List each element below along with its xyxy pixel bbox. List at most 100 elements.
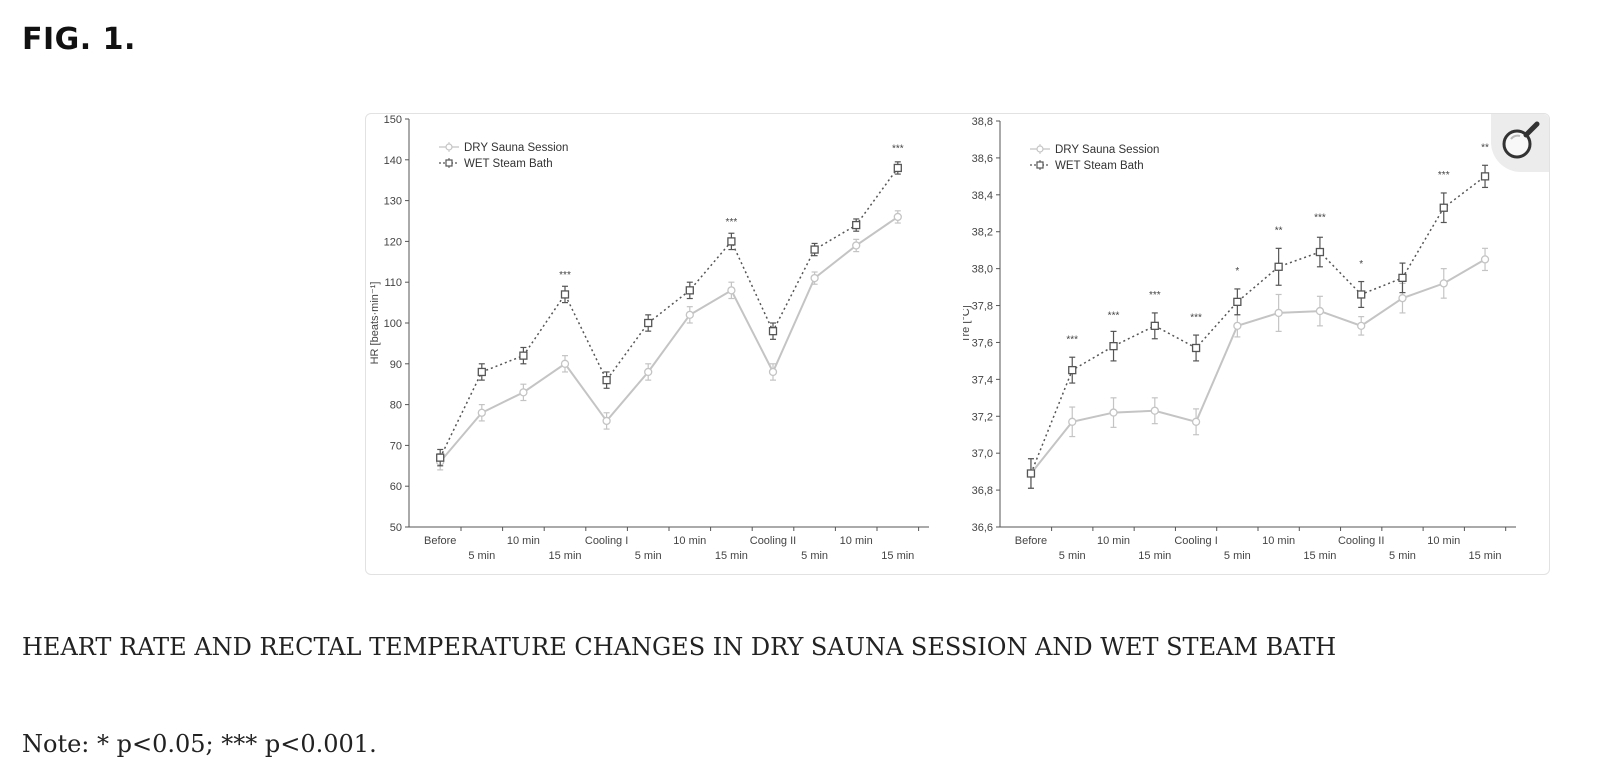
y-tick-label: 140 [384, 155, 402, 167]
x-tick-label: 15 min [1138, 550, 1171, 562]
y-tick-label: 60 [390, 481, 402, 493]
wet-data-point [1191, 343, 1201, 353]
x-tick-label: Before [1015, 535, 1047, 547]
dry-data-point [893, 212, 902, 222]
dry-data-point [644, 367, 653, 377]
y-tick-label: 38,6 [972, 153, 993, 165]
wet-data-point [477, 367, 486, 377]
y-tick-label: 38,8 [972, 116, 993, 128]
dry-data-point [1274, 308, 1283, 318]
wet-data-point [1315, 247, 1325, 257]
zoom-button[interactable] [1491, 114, 1549, 172]
figure-note: Note: * p<0.05; *** p<0.001. [22, 730, 377, 758]
y-tick-label: 36,6 [972, 522, 993, 534]
figure-panel: 50 60 70 80 90 100 110 120 130 140 150 HR [beats·mi… [365, 113, 1550, 575]
y-tick-label: 37,2 [972, 411, 993, 423]
y-axis-title: HR [beats·min⁻¹] [369, 282, 381, 365]
y-tick-label: 110 [384, 277, 402, 289]
magnifier-icon [1502, 121, 1540, 159]
x-tick-label: 15 min [715, 550, 748, 562]
x-tick-label: 10 min [1097, 535, 1130, 547]
significance-marker: * [1235, 266, 1239, 277]
x-tick-label: 5 min [468, 550, 495, 562]
y-tick-label: 38,4 [972, 190, 993, 202]
wet-data-point [602, 375, 611, 385]
wet-data-point [768, 327, 778, 336]
wet-data-point [685, 286, 694, 295]
x-tick-label: 10 min [1427, 535, 1460, 547]
wet-data-point [810, 245, 819, 254]
y-tick-label: 37,0 [972, 448, 993, 460]
significance-marker: *** [1314, 213, 1326, 224]
wet-data-point [1233, 297, 1242, 307]
x-tick-label: 10 min [673, 535, 706, 547]
legend-label: DRY Sauna Session [464, 142, 568, 154]
figure-caption: HEART RATE AND RECTAL TEMPERATURE CHANGE… [22, 633, 1337, 661]
significance-marker: *** [1190, 312, 1202, 323]
dry-data-point [1233, 321, 1242, 330]
y-tick-label: 38,0 [972, 264, 993, 276]
wet-data-point [852, 220, 861, 230]
dry-data-point [1480, 255, 1490, 264]
wet-data-point [1109, 341, 1118, 351]
y-tick-label: 70 [390, 440, 402, 452]
dry-series-line [439, 216, 899, 463]
significance-marker: ** [1275, 226, 1283, 237]
x-tick-label: Cooling II [750, 535, 796, 547]
dry-data-point [1357, 321, 1366, 330]
dry-data-point [1109, 408, 1118, 417]
dry-data-point [477, 408, 486, 417]
significance-marker: *** [1149, 290, 1161, 301]
y-tick-label: 130 [384, 196, 402, 208]
significance-marker: *** [726, 217, 738, 228]
x-tick-label: Cooling II [1338, 535, 1384, 547]
wet-data-point [727, 237, 736, 246]
y-tick-label: 36,8 [972, 485, 993, 497]
x-tick-label: 5 min [801, 550, 828, 562]
wet-data-point [1274, 262, 1283, 271]
wet-data-point [1357, 290, 1366, 299]
legend-label: DRY Sauna Session [1055, 144, 1159, 156]
wet-data-point [1026, 469, 1036, 478]
x-tick-label: 15 min [1469, 550, 1502, 562]
legend-label: WET Steam Bath [464, 158, 553, 170]
dry-data-point [1150, 406, 1159, 415]
y-tick-label: 80 [390, 400, 402, 412]
significance-marker: *** [559, 270, 571, 281]
significance-marker: *** [1438, 170, 1450, 181]
dry-data-point [852, 241, 861, 250]
dry-data-point [1439, 279, 1448, 288]
legend-marker [445, 143, 453, 151]
wet-data-point [436, 453, 445, 462]
wet-data-point [1398, 273, 1407, 283]
dry-data-point [768, 367, 778, 377]
y-axis-title: Tre [°C] [963, 305, 972, 343]
x-tick-label: Before [424, 535, 456, 547]
significance-marker: *** [892, 144, 904, 155]
y-tick-label: 50 [390, 522, 402, 534]
wet-data-point [1068, 365, 1077, 375]
x-tick-label: 5 min [635, 550, 662, 562]
heart-rate-chart: 50 60 70 80 90 100 110 120 130 140 150 HR [beats·mi… [369, 114, 929, 562]
legend-marker [1036, 161, 1044, 169]
wet-data-point [560, 290, 570, 299]
dry-data-point [519, 388, 528, 397]
y-tick-label: 38,2 [972, 227, 993, 239]
dry-data-point [602, 416, 611, 426]
y-tick-label: 100 [384, 318, 402, 330]
dry-data-point [727, 286, 736, 295]
x-tick-label: 10 min [1262, 535, 1295, 547]
wet-data-point [1150, 321, 1159, 330]
x-tick-label: 5 min [1224, 550, 1251, 562]
legend-marker [1036, 145, 1044, 153]
x-tick-label: Cooling I [1174, 535, 1217, 547]
wet-data-point [644, 318, 653, 328]
legend-marker [445, 159, 453, 167]
y-tick-label: 37,4 [972, 374, 993, 386]
dry-data-point [1191, 417, 1201, 426]
x-tick-label: 15 min [1303, 550, 1336, 562]
significance-marker: * [1359, 259, 1363, 270]
x-tick-label: 10 min [507, 535, 540, 547]
dry-data-point [810, 273, 819, 283]
y-tick-label: 37,6 [972, 337, 993, 349]
